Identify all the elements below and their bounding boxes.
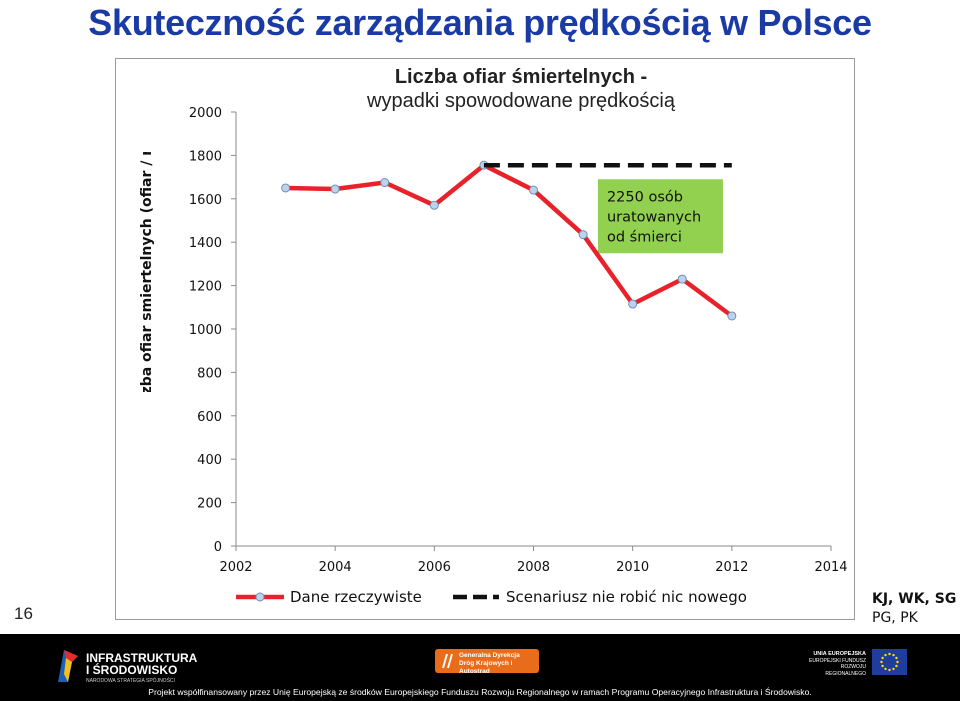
chart-annotation: 2250 osób uratowanych od śmierci <box>597 179 723 254</box>
chart-plot-area <box>281 160 737 321</box>
x-tick-label: 2002 <box>219 560 252 575</box>
gddkia-logo: Generalna Dyrekcja Dróg Krajowych i Auto… <box>435 649 539 675</box>
slide-number: 16 <box>14 604 33 623</box>
eu-line-2: EUROPEJSKI FUNDUSZ <box>809 657 866 664</box>
eu-logo: UNIA EUROPEJSKA EUROPEJSKI FUNDUSZ ROZWO… <box>808 649 908 679</box>
eu-line-3: ROZWOJU REGIONALNEGO <box>825 664 866 677</box>
y-tick-label: 1200 <box>189 280 222 295</box>
eu-star-icon <box>884 667 887 671</box>
y-tick-label: 1600 <box>189 193 222 208</box>
data-point <box>628 299 638 309</box>
chart-title-line-1: Liczba ofiar śmiertelnych - <box>395 66 647 88</box>
x-tick-label: 2010 <box>616 560 649 575</box>
annotation-line: 2250 osób <box>607 189 683 205</box>
y-axis-label-text: Liczba ofiar smiertelnych (ofiar / rok) <box>139 152 155 392</box>
y-tick-label: 200 <box>197 497 222 512</box>
eu-star-icon <box>892 667 895 671</box>
eu-star-icon <box>888 668 891 672</box>
eu-star-icon <box>888 652 891 656</box>
logo-left-sub: NARODOWA STRATEGIA SPÓJNOŚCI <box>86 678 175 684</box>
gddkia-line-2: Dróg Krajowych i Autostrad <box>459 660 513 675</box>
eu-flag-icon <box>872 649 907 675</box>
flag-icon <box>58 650 78 682</box>
x-tick-label: 2006 <box>418 560 451 575</box>
annotation-line: uratowanych <box>607 209 701 225</box>
data-point <box>578 230 588 240</box>
footer-bar: INFRASTRUKTURA I ŚRODOWISKO NARODOWA STR… <box>0 634 960 701</box>
data-point <box>330 184 340 194</box>
data-point <box>380 178 390 188</box>
eu-line-1: UNIA EUROPEJSKA <box>813 651 866 657</box>
data-point <box>677 274 687 284</box>
y-tick-label: 1400 <box>189 236 222 251</box>
y-tick-label: 800 <box>197 366 222 381</box>
slide-title: Skuteczność zarządzania prędkością w Pol… <box>88 2 872 43</box>
x-tick-label: 2012 <box>715 560 748 575</box>
eu-star-icon <box>896 660 899 664</box>
line-chart: Liczba ofiar śmiertelnych - wypadki spow… <box>189 66 848 606</box>
eu-star-icon <box>895 664 898 668</box>
gddkia-line-1: Generalna Dyrekcja <box>459 652 520 659</box>
legend-actual-marker <box>255 592 265 602</box>
authors: KJ, WK, SG PG, PK <box>872 590 956 628</box>
eu-star-icon <box>881 664 884 668</box>
y-tick-label: 1800 <box>189 149 222 164</box>
data-point <box>529 185 538 195</box>
y-tick-label: 600 <box>197 410 222 425</box>
data-point <box>727 311 737 321</box>
eu-star-icon <box>880 660 883 664</box>
y-tick-label: 1000 <box>189 323 222 338</box>
authors-line-1: KJ, WK, SG <box>872 591 957 607</box>
legend-actual-label: Dane rzeczywiste <box>290 588 422 606</box>
y-tick-label: 2000 <box>189 106 222 121</box>
annotation-line: od śmierci <box>607 229 682 245</box>
annotation-box <box>597 179 723 254</box>
authors-line-2: PG, PK <box>872 610 918 626</box>
logo-left-line-1: INFRASTRUKTURA <box>86 651 198 665</box>
data-point <box>281 183 291 193</box>
eu-star-icon <box>881 656 884 660</box>
series-actual-line <box>285 162 734 318</box>
x-tick-label: 2004 <box>319 560 352 575</box>
gddkia-mark-icon <box>442 654 453 668</box>
legend-scenario-label: Scenariusz nie robić nic nowego <box>506 588 747 606</box>
eu-star-icon <box>895 656 898 660</box>
chart-axes: 0 200 400 600 800 1000 1200 1400 1600 1800 2000 200… <box>189 106 848 575</box>
y-tick-label: 400 <box>197 453 222 468</box>
x-tick-label: 2008 <box>517 560 550 575</box>
footer-text: Projekt współfinansowany przez Unię Euro… <box>148 687 812 697</box>
eu-star-icon <box>892 653 895 657</box>
x-tick-label: 2014 <box>814 560 847 575</box>
data-point <box>429 200 439 210</box>
y-tick-label: 0 <box>214 540 222 555</box>
eu-star-icon <box>884 653 887 657</box>
logo-left-line-2: I ŚRODOWISKO <box>86 663 178 677</box>
y-axis-label: Liczba ofiar smiertelnych (ofiar / rok) <box>139 152 155 392</box>
infrastruktura-logo: INFRASTRUKTURA I ŚRODOWISKO NARODOWA STR… <box>56 646 197 686</box>
chart-frame: Liczba ofiar śmiertelnych - wypadki spow… <box>115 58 855 620</box>
chart-title-line-2: wypadki spowodowane prędkością <box>366 90 676 112</box>
chart-legend: Dane rzeczywiste Scenariusz nie robić nic… <box>236 588 747 606</box>
